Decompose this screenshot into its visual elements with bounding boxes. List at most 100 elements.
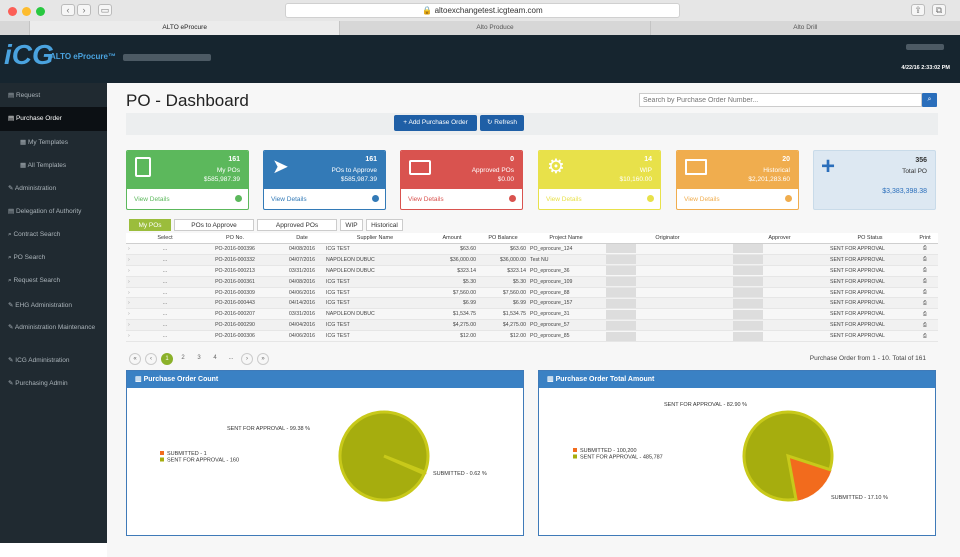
table-row[interactable]: ›... PO-2016-000309 04/06/2016 ICG TEST $7,5… — [126, 288, 938, 299]
expand-icon[interactable]: › — [128, 267, 130, 274]
sidebar-item-contract-search[interactable]: ⌕ Contract Search — [8, 230, 61, 238]
expand-icon[interactable]: › — [128, 300, 130, 307]
refresh-icon: ↻ — [486, 119, 493, 126]
sidebar-item-delegation[interactable]: ▤ Delegation of Authority — [8, 208, 82, 216]
view-details-link[interactable]: View Details — [271, 196, 307, 203]
expand-icon[interactable]: › — [128, 322, 130, 329]
first-page-button[interactable]: « — [129, 353, 141, 365]
tab-wip[interactable]: WIP — [340, 219, 363, 231]
table-row[interactable]: ›... PO-2016-000207 03/31/2016 NAPOLEON DUB… — [126, 309, 938, 321]
view-details-link[interactable]: View Details — [134, 196, 170, 203]
lock-icon: 🔒 — [422, 6, 433, 15]
tabs-overview-icon[interactable]: ⧉ — [932, 4, 946, 16]
search-button[interactable]: ⌕ — [922, 93, 937, 107]
po-search-input[interactable] — [639, 93, 922, 107]
print-icon[interactable]: ⎙ — [922, 245, 928, 252]
table-row[interactable]: ›... PO-2016-000396 04/08/2016 ICG TEST $63.… — [126, 244, 938, 255]
print-icon[interactable]: ⎙ — [922, 299, 928, 306]
grid-cell: PO-2016-000306 — [215, 333, 255, 340]
view-details-link[interactable]: View Details — [546, 196, 582, 203]
back-arrow-icon[interactable]: ‹ — [61, 4, 75, 16]
sidebar-item-request[interactable]: ▤ Request — [8, 92, 41, 99]
view-details-link[interactable]: View Details — [684, 196, 720, 203]
expand-icon[interactable]: › — [128, 278, 130, 285]
tab-my-pos[interactable]: My POs — [129, 219, 171, 231]
next-page-button[interactable]: › — [241, 353, 253, 365]
add-purchase-order-button[interactable]: + Add Purchase Order — [394, 115, 477, 131]
print-icon[interactable]: ⎙ — [922, 256, 928, 263]
sidebar-toggle-icon[interactable]: ▭ — [98, 4, 112, 16]
redacted-cell — [731, 266, 828, 276]
print-icon[interactable]: ⎙ — [922, 321, 928, 328]
last-page-button[interactable]: » — [257, 353, 269, 365]
prev-page-button[interactable]: ‹ — [145, 353, 157, 365]
tab-historical[interactable]: Historical — [366, 219, 403, 231]
sidebar-item-po-search[interactable]: ⌕ PO Search — [8, 254, 46, 262]
card-pos-to-approve[interactable]: ➤ 161 POs to Approve $585,987.39 View Detai… — [263, 150, 386, 210]
share-icon[interactable]: ⇪ — [911, 4, 925, 16]
grid-cell: NAPOLEON DUBUC — [326, 267, 375, 274]
expand-icon[interactable]: › — [128, 333, 130, 340]
table-row[interactable]: ›... PO-2016-000332 04/07/2016 NAPOLEON DUB… — [126, 254, 938, 266]
tab-alto-produce[interactable]: Alto Produce — [339, 21, 650, 35]
table-row[interactable]: ›... PO-2016-000290 04/04/2016 ICG TEST $4,2… — [126, 320, 938, 332]
sidebar-item-purchase-order[interactable]: ▤ Purchase Order — [0, 107, 107, 131]
table-row[interactable]: ›... PO-2016-000213 03/31/2016 NAPOLEON DUB… — [126, 266, 938, 277]
paper-plane-icon: ➤ — [272, 156, 289, 178]
sidebar-item-all-templates[interactable]: ▦ All Templates — [20, 161, 67, 169]
sidebar-item-admin-maintenance[interactable]: ✎ Administration Maintenance — [8, 323, 96, 331]
expand-icon[interactable]: › — [128, 256, 130, 263]
redacted-cell — [731, 298, 828, 308]
expand-icon[interactable]: › — [128, 289, 130, 296]
grid-cell: 04/08/2016 — [289, 245, 315, 252]
minimize-window-button[interactable] — [22, 7, 31, 16]
grid-cell: ... — [162, 289, 168, 296]
pie-slice-sent-for-approval[interactable] — [742, 410, 834, 502]
card-wip[interactable]: ⚙ 14 WIP $10,160.00 View Details — [538, 150, 661, 210]
card-my-pos[interactable]: 161 My POs $585,987.39 View Details — [126, 150, 249, 210]
page-1-button[interactable]: 1 — [161, 353, 173, 365]
print-icon[interactable]: ⎙ — [922, 310, 928, 317]
page-2-button[interactable]: 2 — [181, 355, 185, 361]
print-icon[interactable]: ⎙ — [922, 332, 928, 339]
expand-icon[interactable]: › — [128, 245, 130, 252]
address-bar[interactable]: 🔒 altoexchangetest.icgteam.com — [285, 3, 680, 18]
sidebar-item-administration[interactable]: ✎ Administration — [8, 185, 57, 193]
tab-approved-pos[interactable]: Approved POs — [257, 219, 337, 231]
close-window-button[interactable] — [8, 7, 17, 16]
tab-alto-eprocure[interactable]: ALTO eProcure — [29, 21, 340, 35]
redacted-cell — [731, 331, 828, 341]
sidebar-item-ehg-admin[interactable]: ✎ EHG Administration — [8, 301, 72, 309]
redacted-cell — [731, 288, 828, 297]
print-icon[interactable]: ⎙ — [922, 278, 928, 285]
grid-cell: SENT FOR APPROVAL — [830, 311, 885, 318]
page-3-button[interactable]: 3 — [197, 355, 201, 361]
forward-arrow-icon[interactable]: › — [77, 4, 91, 16]
grid-cell: 04/06/2016 — [289, 289, 315, 296]
file-icon: ▤ — [8, 115, 15, 123]
table-row[interactable]: ›... PO-2016-000361 04/08/2016 ICG TEST $5.3… — [126, 276, 938, 288]
pie-slice-sent-for-approval[interactable] — [338, 410, 430, 502]
sidebar-item-request-search[interactable]: ⌕ Request Search — [8, 277, 61, 285]
tab-pos-to-approve[interactable]: POs to Approve — [174, 219, 254, 231]
print-icon[interactable]: ⎙ — [922, 267, 928, 274]
table-row[interactable]: ›... PO-2016-000443 04/14/2016 ICG TEST $6.9… — [126, 298, 938, 310]
pager-summary: Purchase Order from 1 - 10. Total of 161 — [809, 355, 926, 362]
print-icon[interactable]: ⎙ — [922, 289, 928, 295]
zoom-window-button[interactable] — [36, 7, 45, 16]
user-menu[interactable] — [906, 44, 944, 50]
sidebar-item-purchasing-admin[interactable]: ✎ Purchasing Admin — [8, 380, 68, 388]
page-4-button[interactable]: 4 — [213, 355, 217, 361]
page-more-button[interactable]: ... — [228, 355, 234, 361]
sidebar-item-icg-admin[interactable]: ✎ ICG Administration — [8, 356, 70, 364]
grid-cell: PO_eprocure_36 — [530, 267, 570, 274]
table-row[interactable]: ›... PO-2016-000306 04/06/2016 ICG TEST $12.… — [126, 331, 938, 343]
tab-alto-drill[interactable]: Alto Drill — [649, 21, 960, 35]
expand-icon[interactable]: › — [128, 311, 130, 318]
refresh-button[interactable]: ↻ Refresh — [480, 115, 524, 131]
card-historical[interactable]: 20 Historical $2,201,283.60 View Details — [676, 150, 799, 210]
card-approved-pos[interactable]: 0 Approved POs $0.00 View Details — [400, 150, 523, 210]
sidebar-item-my-templates[interactable]: ▦ My Templates — [20, 138, 68, 146]
view-details-link[interactable]: View Details — [408, 196, 444, 203]
redacted-cell — [604, 244, 731, 254]
